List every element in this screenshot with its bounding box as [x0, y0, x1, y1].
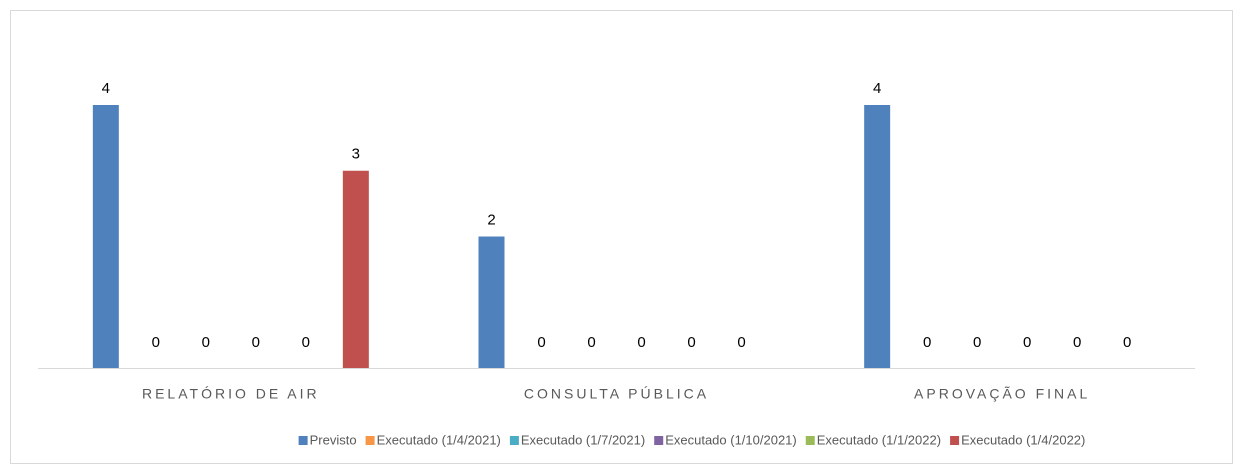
legend-label: Executado (1/4/2022) [961, 432, 1085, 447]
legend-label: Executado (1/7/2021) [521, 432, 645, 447]
legend-label: Executado (1/4/2021) [377, 432, 501, 447]
data-label: 0 [923, 334, 931, 351]
data-label: 4 [102, 80, 110, 97]
legend-label: Executado (1/10/2021) [665, 432, 797, 447]
data-label: 0 [302, 334, 310, 351]
legend-swatch [365, 436, 375, 445]
legend-swatch [805, 436, 815, 445]
x-tick-label: CONSULTA PÚBLICA [524, 386, 709, 402]
data-label: 0 [687, 334, 695, 351]
bar [342, 170, 369, 368]
legend-swatch [654, 436, 664, 445]
data-label: 0 [637, 334, 645, 351]
x-tick-label: APROVAÇÃO FINAL [914, 386, 1090, 402]
x-tick-label: RELATÓRIO DE AIR [142, 386, 320, 402]
legend-swatch [298, 436, 308, 445]
legend-swatch [950, 436, 960, 445]
data-label: 0 [202, 334, 210, 351]
bar [92, 105, 119, 368]
legend-label: Previsto [310, 432, 357, 447]
data-label: 0 [1123, 334, 1131, 351]
legend-swatch [509, 436, 519, 445]
data-label: 0 [1073, 334, 1081, 351]
data-label: 0 [973, 334, 981, 351]
legend-label: Executado (1/1/2022) [817, 432, 941, 447]
data-label: 2 [487, 211, 495, 228]
data-label: 4 [873, 80, 881, 97]
data-label: 0 [587, 334, 595, 351]
data-label: 0 [252, 334, 260, 351]
bar [478, 236, 505, 368]
chart-frame [10, 10, 1233, 464]
bar [864, 105, 891, 368]
data-label: 0 [737, 334, 745, 351]
data-label: 0 [152, 334, 160, 351]
data-label: 3 [352, 146, 360, 163]
data-label: 0 [537, 334, 545, 351]
data-label: 0 [1023, 334, 1031, 351]
